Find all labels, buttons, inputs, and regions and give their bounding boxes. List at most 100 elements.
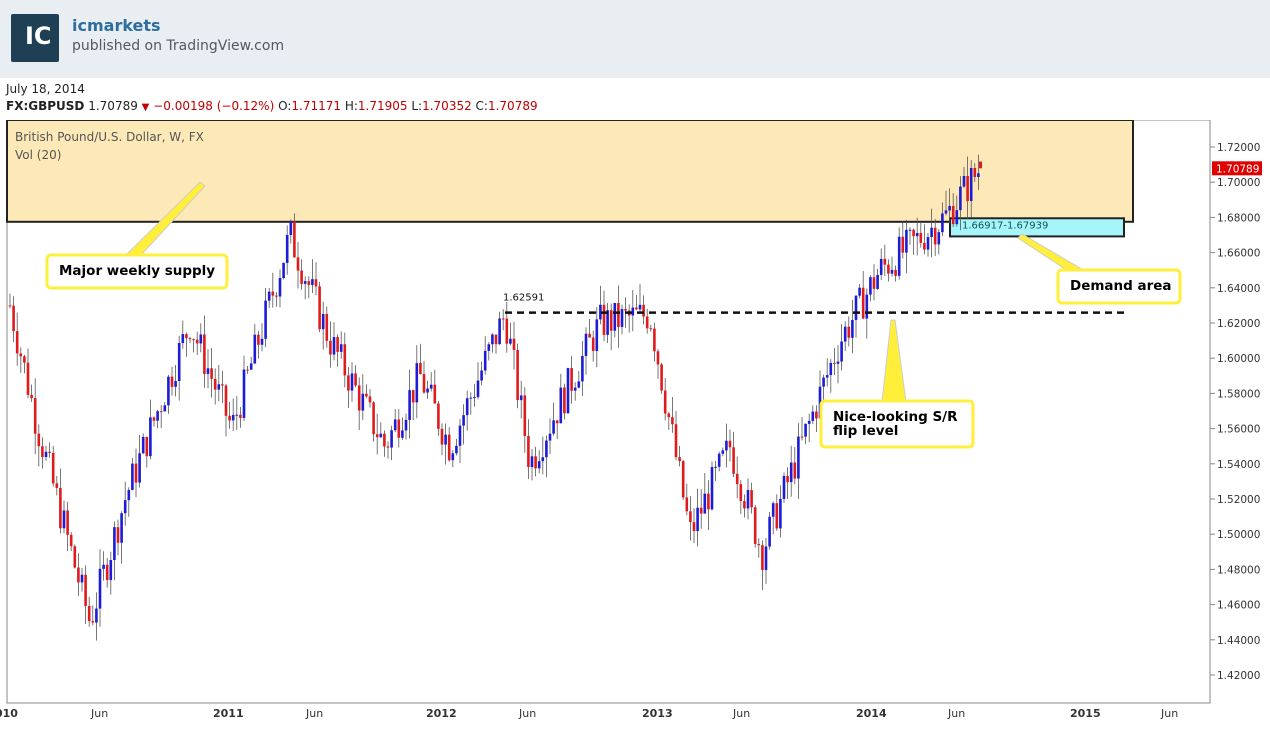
publish-date: July 18, 2014: [6, 82, 85, 96]
y-tick-label: 1.72000: [1217, 142, 1260, 154]
candle-up: [836, 361, 840, 364]
icmarkets-logo[interactable]: IC: [11, 14, 59, 62]
candle-down: [411, 390, 415, 403]
candle-last: [979, 161, 982, 169]
candle-up: [487, 344, 491, 351]
last-price-tag: [1212, 161, 1262, 176]
demand-range-label: 1.66917-1.67939: [962, 220, 1048, 231]
candle-down: [41, 446, 44, 458]
change-pct: (−0.12%): [216, 99, 275, 113]
candle-up: [703, 493, 707, 514]
candle-down: [77, 567, 80, 583]
candle-up: [879, 258, 883, 275]
candle-up: [530, 456, 534, 468]
candle-down: [678, 457, 681, 462]
candle-up: [123, 500, 127, 514]
candle-down: [563, 387, 566, 414]
author-name[interactable]: icmarkets: [72, 16, 161, 35]
candle-down: [624, 309, 627, 311]
last-price: 1.70789: [88, 99, 138, 113]
candle-down: [357, 385, 361, 411]
candle-up: [476, 380, 480, 398]
candle-down: [422, 374, 426, 393]
candle-up: [631, 307, 635, 316]
candle-up: [977, 173, 980, 178]
candle-up: [782, 475, 786, 499]
candle-up: [552, 420, 555, 434]
candle-up: [620, 309, 624, 327]
candle-up: [941, 213, 944, 233]
y-tick-label: 1.48000: [1217, 564, 1260, 576]
candle-down: [732, 447, 735, 474]
y-tick-label: 1.52000: [1217, 494, 1260, 506]
candle-up: [897, 236, 901, 276]
candle-down: [437, 403, 440, 429]
candle-down: [329, 340, 332, 355]
candle-down: [145, 436, 149, 457]
candle-up: [44, 451, 48, 458]
candle-up: [98, 568, 102, 609]
demand-zone: [949, 217, 1125, 238]
candle-up: [339, 344, 343, 352]
candle-up: [746, 490, 750, 509]
candle-down: [368, 396, 372, 403]
candle-up: [890, 269, 894, 274]
candle-up: [253, 334, 257, 364]
candle-up: [321, 313, 325, 330]
candle-down: [516, 350, 519, 401]
candle-up: [181, 334, 185, 343]
candle-down: [318, 286, 321, 330]
candle-down: [681, 461, 685, 498]
x-tick-label: 2012: [426, 707, 457, 720]
candle-up: [177, 342, 181, 382]
candle-up: [285, 234, 289, 263]
candle-down: [692, 522, 696, 532]
candle-up: [267, 291, 271, 301]
candle-down: [660, 364, 663, 391]
candle-up: [62, 510, 66, 529]
candle-up: [113, 527, 116, 561]
candle-up: [545, 440, 548, 458]
candle-down: [728, 440, 732, 448]
candle-up: [408, 390, 411, 420]
y-tick-label: 1.68000: [1217, 212, 1260, 224]
candle-up: [350, 373, 354, 391]
candle-up: [498, 318, 501, 345]
sr-callout-box: [819, 399, 975, 449]
candle-up: [638, 304, 642, 310]
candle-up: [851, 319, 854, 338]
candle-down: [203, 334, 206, 374]
candle-up: [80, 574, 84, 583]
demand-callout-text: Demand area: [1070, 278, 1172, 294]
candle-down: [523, 395, 527, 437]
candle-up: [278, 278, 282, 297]
candle-down: [447, 434, 451, 461]
y-tick-label: 1.44000: [1217, 635, 1260, 647]
chart-area[interactable]: 1.66917-1.67939 1.62591 1.72000 1.70000 1.68…: [0, 120, 1270, 731]
y-tick-label: 1.56000: [1217, 424, 1260, 436]
candle-up: [167, 376, 170, 406]
candle-up: [915, 233, 919, 237]
candle-down: [23, 356, 26, 363]
candle-up: [401, 430, 404, 438]
candle-down: [505, 318, 509, 344]
price-chart[interactable]: 1.66917-1.67939 1.62591 1.72000 1.70000 1.68…: [0, 120, 1270, 731]
candle-up: [948, 205, 951, 211]
candle-down: [195, 339, 199, 344]
y-tick-label: 1.46000: [1217, 600, 1260, 612]
candle-up: [955, 210, 959, 225]
x-tick-label: 010: [0, 707, 18, 720]
candle-up: [962, 175, 966, 187]
candle-up: [944, 210, 948, 214]
candle-down: [743, 501, 746, 509]
candle-up: [249, 363, 253, 370]
candle-up: [937, 232, 941, 245]
candle-down: [671, 417, 674, 425]
candle-down: [833, 362, 836, 364]
candle-down: [951, 205, 955, 225]
candle-down: [663, 390, 667, 414]
candle-up: [473, 397, 476, 399]
candle-down: [919, 233, 923, 243]
candle-up: [429, 384, 433, 389]
candle-down: [883, 258, 887, 265]
